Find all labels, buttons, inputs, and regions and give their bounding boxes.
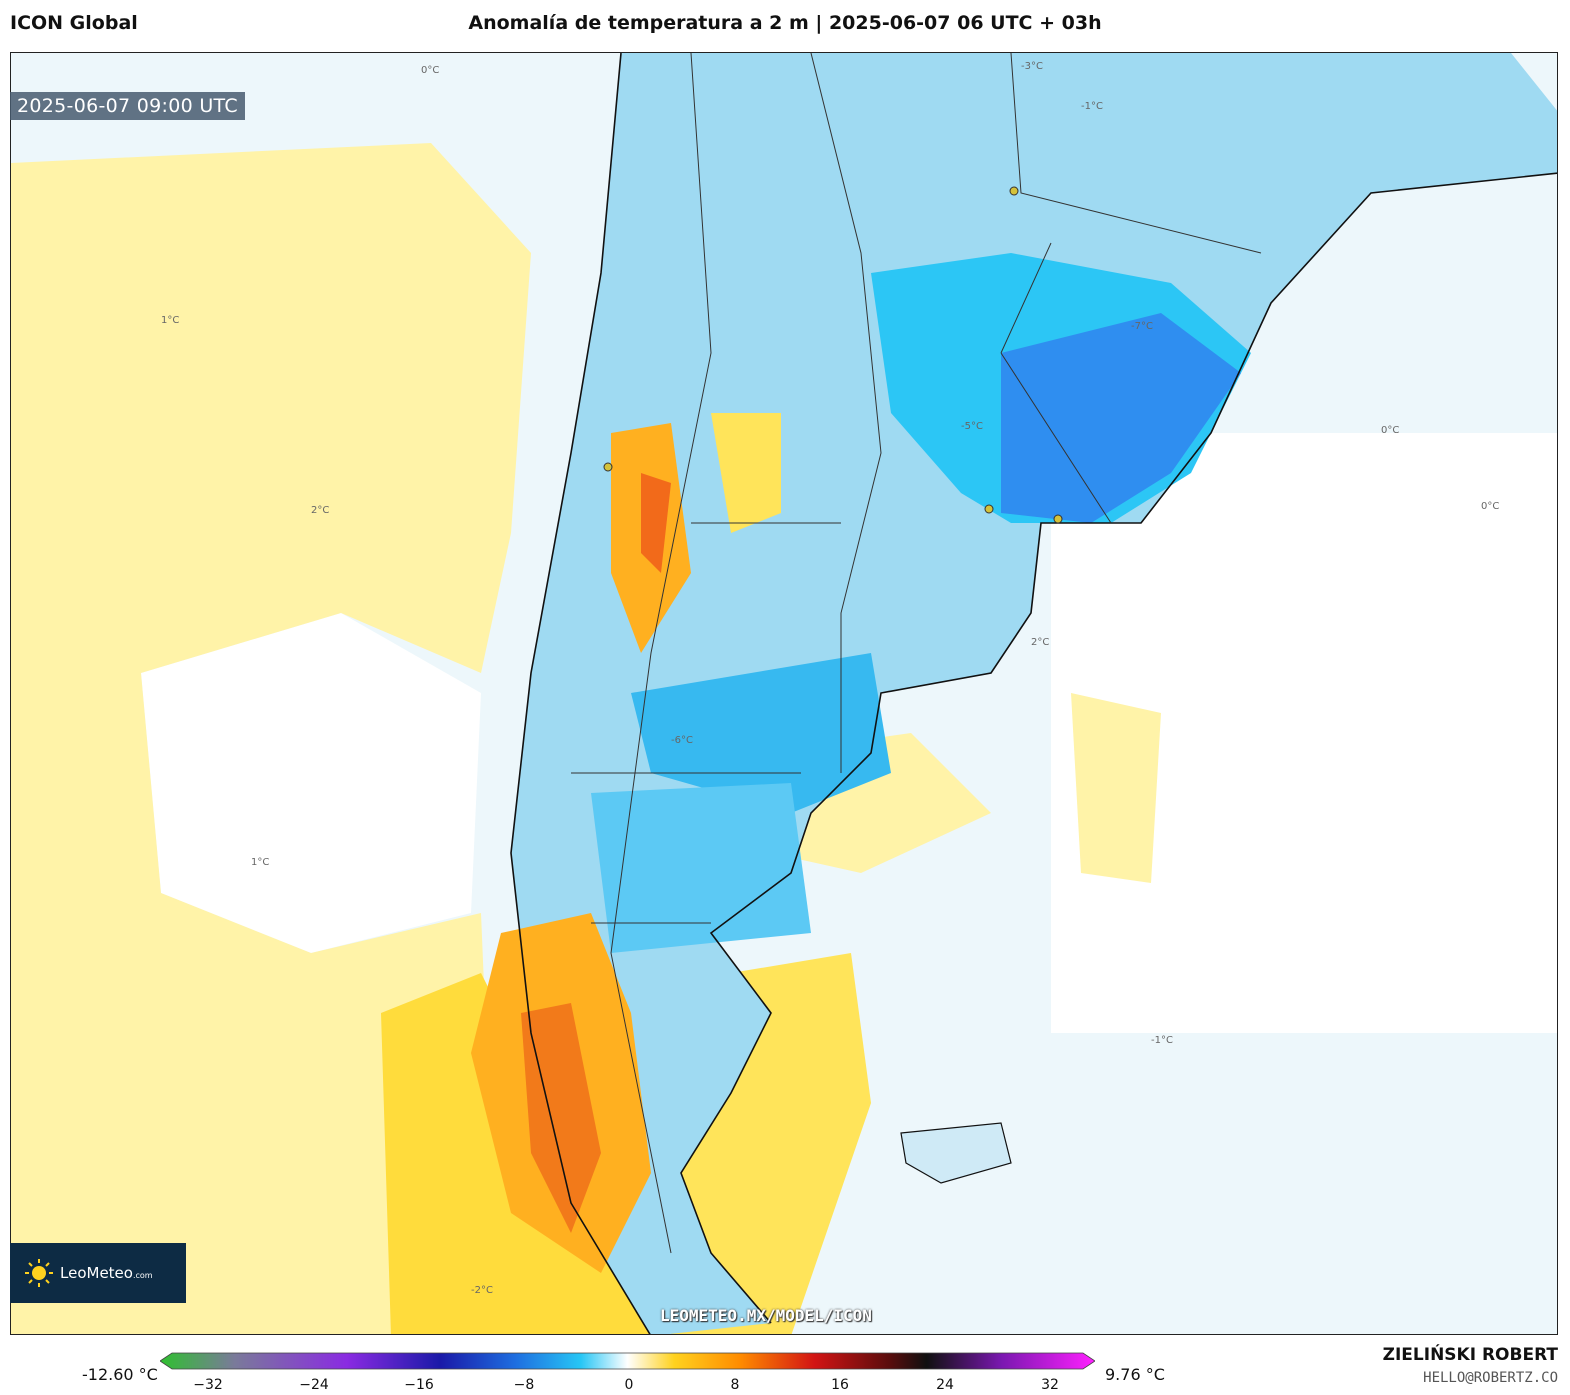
author-email[interactable]: HELLO@ROBERTZ.CO <box>1423 1370 1558 1386</box>
colorbar-tick: 8 <box>730 1377 740 1393</box>
anomaly-map[interactable]: 0°C 1°C 2°C -1°C -2°C -3°C -5°C -6°C -7°… <box>11 53 1558 1335</box>
coastline <box>510 53 651 1334</box>
border <box>610 53 712 1254</box>
coastline <box>680 172 1557 1324</box>
cold-anomaly-area <box>591 783 811 953</box>
colorbar-tick: 0 <box>624 1377 634 1393</box>
colorbar <box>160 1352 1095 1370</box>
contour-label: -1°C <box>1081 101 1103 112</box>
colorbar-tick: 16 <box>831 1377 849 1393</box>
colorbar-tick: 24 <box>936 1377 954 1393</box>
strong-cold-anomaly-area <box>1001 313 1241 523</box>
contour-label: -5°C <box>961 421 983 432</box>
header: ICON Global Anomalía de temperatura a 2 … <box>0 0 1570 52</box>
colorbar-max-label: 9.76 °C <box>1105 1365 1165 1384</box>
watermark: LEOMETEO.MX/MODEL/ICON <box>660 1306 872 1325</box>
contour-label: -6°C <box>671 735 693 746</box>
border <box>1000 53 1262 524</box>
colorbar-tick: −24 <box>299 1377 329 1393</box>
contour-label: 1°C <box>161 315 179 326</box>
contour-label: 2°C <box>1031 637 1049 648</box>
city-marker[interactable] <box>603 462 613 472</box>
neutral-area <box>141 613 481 953</box>
sun-icon <box>25 1259 53 1287</box>
contour-label: -7°C <box>1131 321 1153 332</box>
warm-anomaly-area <box>711 413 781 533</box>
warm-anomaly-area <box>1071 693 1161 883</box>
contour-label: 0°C <box>421 65 439 76</box>
city-marker[interactable] <box>1053 514 1063 524</box>
contour-label: -2°C <box>471 1285 493 1296</box>
author-credit: ZIELIŃSKI ROBERT <box>1382 1345 1558 1365</box>
contour-label: 0°C <box>1481 501 1499 512</box>
model-name: ICON Global <box>10 12 138 34</box>
colorbar-min-label: -12.60 °C <box>82 1365 158 1384</box>
warm-anomaly-area <box>641 473 671 573</box>
border <box>810 53 882 773</box>
contour-label: 2°C <box>311 505 329 516</box>
colorbar-tick: 32 <box>1041 1377 1059 1393</box>
valid-time-badge: 2025-06-07 09:00 UTC <box>10 92 245 120</box>
contour-label: 1°C <box>251 857 269 868</box>
border <box>571 522 841 924</box>
city-marker[interactable] <box>1009 186 1019 196</box>
cold-anomaly-area <box>511 53 1557 1334</box>
colorbar-tick: −16 <box>404 1377 434 1393</box>
warm-anomaly-area <box>521 1003 601 1233</box>
contour-label: 0°C <box>1381 425 1399 436</box>
islands <box>900 1122 1012 1184</box>
contour-label: -1°C <box>1151 1035 1173 1046</box>
leometeo-logo[interactable]: LeoMeteo.com <box>10 1243 186 1303</box>
logo-text: LeoMeteo.com <box>60 1264 153 1282</box>
colorbar-tick: −8 <box>513 1377 535 1393</box>
map-frame[interactable]: 0°C 1°C 2°C -1°C -2°C -3°C -5°C -6°C -7°… <box>10 52 1558 1335</box>
colorbar-tick: −32 <box>193 1377 223 1393</box>
contour-label: -3°C <box>1021 61 1043 72</box>
city-marker[interactable] <box>984 504 994 514</box>
map-title: Anomalía de temperatura a 2 m | 2025-06-… <box>468 12 1102 34</box>
